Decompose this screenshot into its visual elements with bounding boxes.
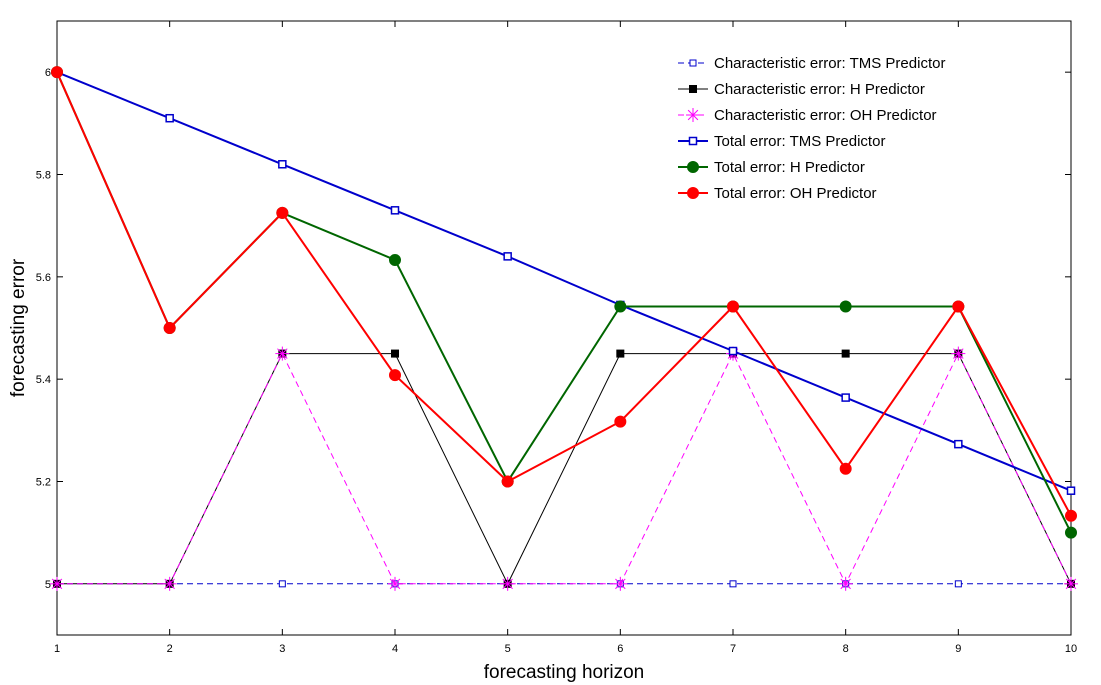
y-axis-label: forecasting error: [8, 258, 29, 397]
series-3: [52, 67, 1076, 495]
data-point: [50, 576, 64, 591]
data-point: [954, 580, 962, 588]
data-point: [1065, 509, 1077, 522]
data-point: [614, 415, 627, 428]
data-point: [727, 300, 739, 313]
data-point: [389, 369, 401, 382]
x-tick-label: 9: [955, 643, 961, 655]
legend-entry: Characteristic error: OH Predictor: [678, 107, 937, 124]
legend-label: Total error: H Predictor: [714, 159, 865, 176]
legend-marker: [686, 108, 700, 122]
legend-entry: Characteristic error: H Predictor: [678, 81, 925, 98]
data-point: [839, 300, 852, 313]
data-point: [614, 300, 627, 313]
series-5: [51, 66, 1077, 522]
legend-marker: [689, 85, 697, 93]
legend-marker: [687, 161, 699, 173]
data-point: [51, 66, 63, 79]
data-point: [951, 346, 966, 361]
data-point: [278, 160, 287, 169]
data-point: [276, 206, 289, 219]
series-2: [50, 346, 1078, 591]
series-line: [56, 71, 1072, 517]
x-tick-label: 4: [392, 643, 398, 655]
data-point: [729, 580, 737, 588]
y-tick-label: 5.2: [36, 477, 51, 489]
y-tick-label: 5.6: [36, 272, 51, 284]
legend-label: Total error: TMS Predictor: [714, 133, 885, 150]
x-tick-label: 7: [730, 643, 736, 655]
x-tick-label: 3: [279, 643, 285, 655]
legend-entry: Characteristic error: TMS Predictor: [678, 55, 945, 72]
data-point: [841, 393, 850, 402]
legend-label: Characteristic error: H Predictor: [714, 81, 925, 98]
legend-entry: Total error: H Predictor: [678, 159, 865, 176]
y-tick-label: 5: [45, 579, 51, 591]
x-axis-label: forecasting horizon: [484, 662, 645, 683]
series-layer: [50, 66, 1078, 591]
legend-marker: [688, 136, 698, 146]
data-point: [838, 576, 853, 591]
x-tick-label: 6: [617, 643, 623, 655]
data-point: [388, 576, 402, 591]
data-point: [162, 576, 177, 591]
data-point: [163, 322, 176, 334]
ticks-layer: 1 2 3 4 5 6 7 8 9 10 5 5.2 5.4 5.6 5.8 6: [36, 21, 1077, 655]
legend-label: Characteristic error: OH Predictor: [714, 107, 937, 124]
data-point: [1066, 486, 1076, 495]
data-point: [839, 462, 852, 475]
data-point: [952, 300, 965, 313]
data-point: [954, 439, 963, 449]
data-point: [728, 346, 738, 356]
data-point: [389, 253, 401, 266]
data-point: [616, 349, 625, 358]
data-point: [501, 475, 514, 488]
legend-entry: Total error: OH Predictor: [678, 185, 877, 202]
series-line: [57, 352, 1072, 585]
legend-label: Characteristic error: TMS Predictor: [714, 55, 945, 72]
legend: Characteristic error: TMS Predictor Chara…: [670, 48, 983, 210]
legend-marker: [687, 187, 699, 199]
data-point: [613, 576, 628, 591]
data-point: [503, 252, 512, 261]
legend-marker: [689, 59, 697, 67]
x-tick-label: 5: [505, 643, 511, 655]
data-point: [165, 113, 174, 123]
legend-entry: Total error: TMS Predictor: [678, 133, 885, 150]
data-point: [1064, 576, 1078, 591]
y-tick-label: 6: [45, 67, 51, 79]
y-tick-label: 5.4: [36, 374, 51, 386]
data-point: [390, 206, 400, 215]
data-point: [500, 576, 515, 591]
x-tick-label: 2: [167, 643, 173, 655]
x-tick-label: 8: [843, 643, 849, 655]
y-tick-label: 5.8: [36, 170, 51, 182]
data-point: [278, 580, 286, 588]
x-tick-label: 10: [1065, 643, 1077, 655]
x-tick-label: 1: [54, 643, 60, 655]
data-point: [841, 349, 850, 358]
data-point: [391, 349, 399, 358]
data-point: [1065, 526, 1077, 539]
legend-label: Total error: OH Predictor: [714, 185, 877, 202]
series-line: [56, 71, 1072, 492]
legend-box: [670, 48, 983, 210]
data-point: [275, 346, 290, 361]
